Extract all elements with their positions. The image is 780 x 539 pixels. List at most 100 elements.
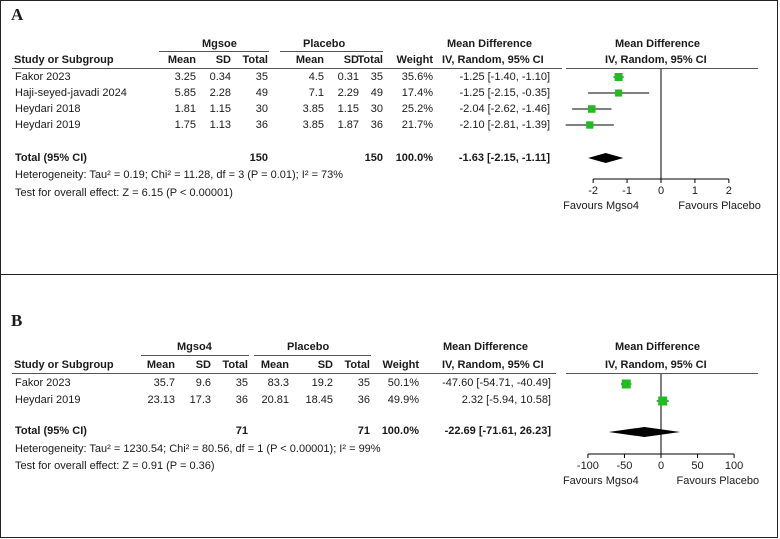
- ci-value: -2.10 [-2.81, -1.39]: [459, 119, 551, 131]
- x-tick-label: 0: [658, 460, 664, 472]
- study-name: Heydari 2018: [15, 103, 81, 115]
- total2-header: Total: [344, 359, 370, 371]
- weight-header: Weight: [382, 359, 419, 371]
- ci-value: -1.63 [-2.15, -1.11]: [458, 152, 550, 164]
- total1-value: 36: [255, 119, 268, 131]
- sd1-header: SD: [195, 359, 211, 371]
- total2-value: 150: [364, 152, 383, 164]
- ci-value: -1.25 [-2.15, -0.35]: [459, 87, 551, 99]
- sd2-value: 0.31: [337, 71, 359, 83]
- overall-effect-text: Test for overall effect: Z = 0.91 (P = 0…: [15, 460, 215, 472]
- total2-value: 35: [357, 377, 370, 389]
- forest-plot-b: -100 -50 0 50 100 Favours Mgso4 Favours Placeb…: [563, 374, 760, 487]
- pooled-diamond: [588, 153, 624, 163]
- favours-right-label: Favours Placebo: [677, 475, 760, 487]
- forest-plot-a: -2 -1 0 1 2 Favours Mgso4 Favours Placebo: [563, 69, 761, 212]
- study-marker: [658, 396, 668, 406]
- weight-value: 25.2%: [401, 103, 433, 115]
- total2-value: 35: [370, 71, 383, 83]
- mean1-value: 23.13: [147, 394, 175, 406]
- sd1-value: 2.28: [209, 87, 231, 99]
- total1-value: 71: [235, 425, 248, 437]
- study-marker: [586, 121, 594, 129]
- forest-plot-panel-a: A Mgsoe Placebo Mean Difference Mean Dif…: [0, 0, 778, 275]
- mean1-value: 35.7: [153, 377, 175, 389]
- total2-value: 36: [357, 394, 370, 406]
- md-header-sub: IV, Random, 95% CI: [442, 54, 544, 66]
- ci-value: -1.25 [-1.40, -1.10]: [459, 71, 551, 83]
- x-tick-label: -100: [577, 460, 599, 472]
- group1-underline: [141, 355, 249, 356]
- total1-header: Total: [242, 54, 268, 66]
- total2-value: 71: [357, 425, 370, 437]
- study-marker: [614, 73, 623, 81]
- group1-underline: [159, 51, 269, 52]
- total1-header: Total: [222, 359, 248, 371]
- sd1-value: 1.15: [209, 103, 231, 115]
- mean2-value: 3.85: [302, 119, 324, 131]
- study-name: Heydari 2019: [15, 394, 81, 406]
- overall-effect-text: Test for overall effect: Z = 6.15 (P < 0…: [15, 187, 233, 199]
- study-name: Haji-seyed-javadi 2024: [15, 87, 127, 99]
- sd1-value: 9.6: [195, 377, 211, 389]
- mean2-header: Mean: [260, 359, 289, 371]
- total1-value: 49: [255, 87, 268, 99]
- x-tick-label: -50: [617, 460, 633, 472]
- study-name: Fakor 2023: [15, 71, 71, 83]
- plot-header-sub: IV, Random, 95% CI: [605, 359, 707, 371]
- header-rule: [12, 68, 562, 69]
- forest-plot-panel-b: B Mgso4 Placebo Mean Difference Mean Dif…: [0, 274, 778, 538]
- plot-header-rule: [566, 68, 758, 69]
- panel-label: B: [11, 311, 23, 330]
- mean1-value: 1.81: [174, 103, 196, 115]
- sd1-header: SD: [215, 54, 231, 66]
- mean2-value: 4.5: [308, 71, 324, 83]
- total2-value: 49: [370, 87, 383, 99]
- ci-value: -2.04 [-2.62, -1.46]: [459, 103, 551, 115]
- group1-header: Mgso4: [177, 341, 212, 353]
- total1-value: 30: [255, 103, 268, 115]
- x-tick-label: 100: [725, 460, 743, 472]
- group2-header: Placebo: [287, 341, 330, 353]
- favours-right-label: Favours Placebo: [678, 200, 761, 212]
- total2-value: 36: [370, 119, 383, 131]
- header-rule: [12, 373, 556, 374]
- x-tick-label: -2: [588, 185, 598, 197]
- x-tick-label: 2: [726, 185, 732, 197]
- total-label: Total (95% CI): [15, 152, 87, 164]
- study-name: Heydari 2019: [15, 119, 81, 131]
- total1-value: 150: [249, 152, 268, 164]
- mean1-header: Mean: [146, 359, 175, 371]
- x-tick-label: 0: [658, 185, 664, 197]
- study-marker: [615, 89, 623, 97]
- mean2-header: Mean: [295, 54, 324, 66]
- total1-value: 35: [255, 71, 268, 83]
- md-header-title: Mean Difference: [447, 38, 532, 50]
- x-tick-label: 1: [692, 185, 698, 197]
- favours-left-label: Favours Mgso4: [563, 200, 639, 212]
- total2-value: 30: [370, 103, 383, 115]
- plot-header-title: Mean Difference: [615, 341, 700, 353]
- mean1-header: Mean: [167, 54, 196, 66]
- total2-header: Total: [357, 54, 383, 66]
- plot-header-title: Mean Difference: [615, 38, 700, 50]
- favours-left-label: Favours Mgso4: [563, 475, 639, 487]
- sd1-value: 17.3: [189, 394, 211, 406]
- x-tick-label: 50: [691, 460, 703, 472]
- weight-value: 49.9%: [387, 394, 419, 406]
- weight-header: Weight: [396, 54, 433, 66]
- mean1-value: 3.25: [174, 71, 196, 83]
- mean2-value: 7.1: [308, 87, 324, 99]
- sd1-value: 1.13: [209, 119, 231, 131]
- ci-value: -22.69 [-71.61, 26.23]: [444, 425, 551, 437]
- panel-label: A: [11, 5, 24, 24]
- weight-value: 100.0%: [381, 425, 419, 437]
- group1-header: Mgsoe: [202, 38, 237, 50]
- plot-header-sub: IV, Random, 95% CI: [605, 54, 707, 66]
- heterogeneity-text: Heterogeneity: Tau² = 1230.54; Chi² = 80…: [15, 443, 381, 455]
- total1-value: 35: [235, 377, 248, 389]
- group2-underline: [254, 355, 371, 356]
- pooled-diamond: [608, 427, 681, 437]
- weight-value: 21.7%: [401, 119, 433, 131]
- study-marker: [588, 105, 596, 113]
